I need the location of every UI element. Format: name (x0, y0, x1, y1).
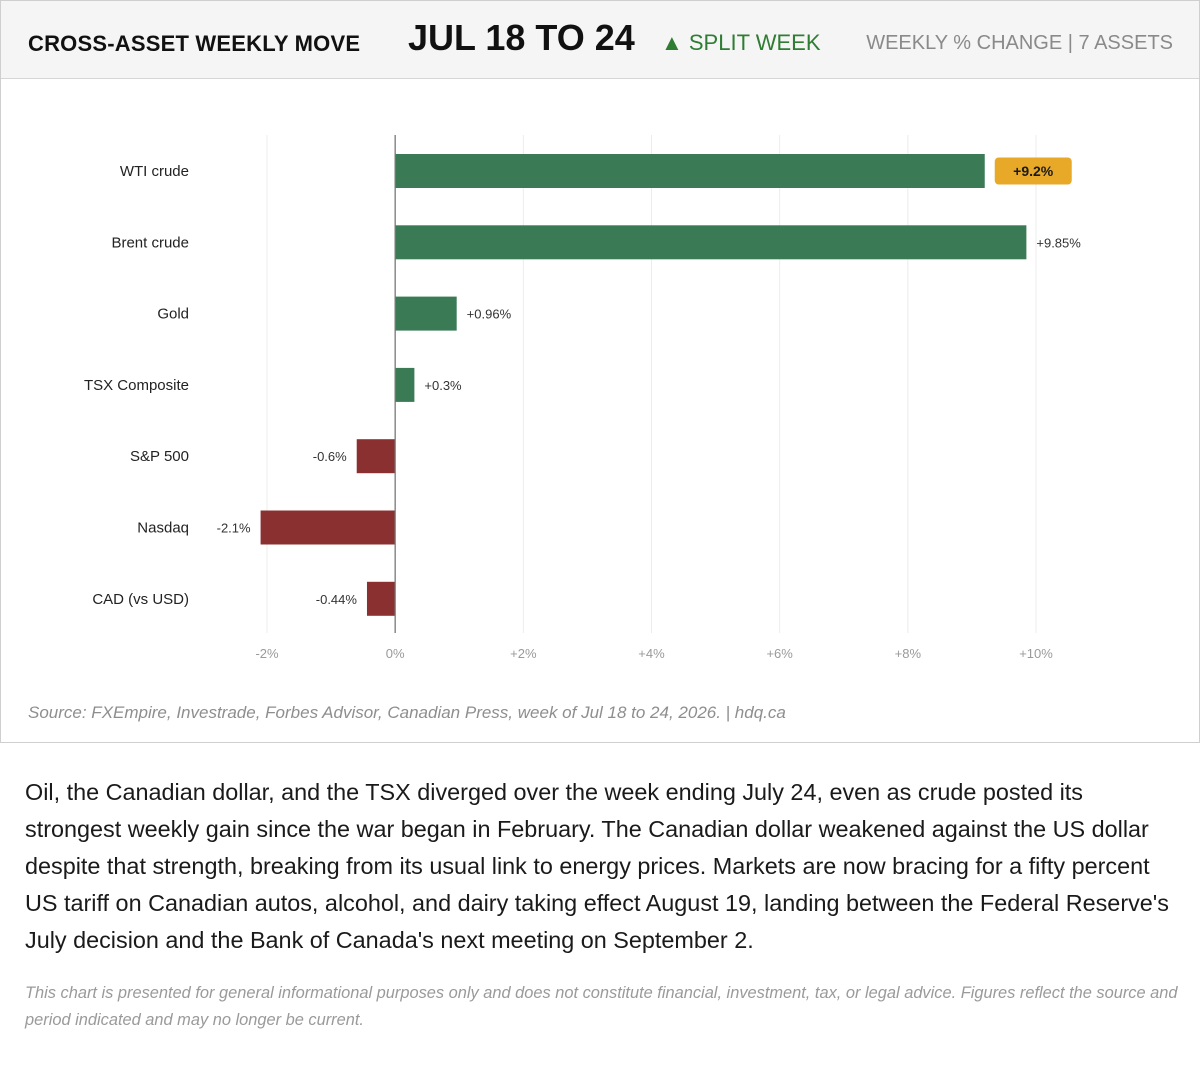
data-label: -0.6% (313, 449, 347, 464)
chart-header-meta: WEEKLY % CHANGE | 7 ASSETS (866, 32, 1173, 54)
labels: -2% 0% +2% +4% +6% +8% +10% WTI crude +9.2% Brent… (84, 157, 1081, 661)
bar (395, 225, 1027, 260)
grid-lines (266, 135, 1037, 633)
bar (260, 510, 396, 545)
data-label: +0.96% (467, 307, 512, 322)
bar (395, 296, 457, 331)
status-badge: ▲ SPLIT WEEK (661, 30, 821, 55)
data-label: +9.2% (1013, 163, 1054, 179)
bar (366, 581, 396, 616)
chart-header: CROSS-ASSET WEEKLY MOVE JUL 18 TO 24 ▲ S… (1, 1, 1199, 79)
disclaimer-text: This chart is presented for general info… (25, 984, 1178, 1029)
x-tick-label: -2% (255, 646, 279, 661)
category-label: Brent crude (111, 234, 189, 251)
x-tick-label: 0% (386, 646, 405, 661)
chart-header-title: CROSS-ASSET WEEKLY MOVE (28, 31, 361, 56)
narrative-text: Oil, the Canadian dollar, and the TSX di… (25, 779, 1169, 953)
bars (260, 154, 1027, 616)
x-tick-label: +6% (766, 646, 793, 661)
data-label: +0.3% (424, 378, 462, 393)
data-label: -2.1% (217, 521, 251, 536)
data-label: -0.44% (316, 592, 358, 607)
bar (395, 154, 985, 188)
chart-card: CROSS-ASSET WEEKLY MOVE JUL 18 TO 24 ▲ S… (0, 0, 1200, 743)
source-note: Source: FXEmpire, Investrade, Forbes Adv… (28, 703, 786, 722)
highlight-badge (994, 157, 1072, 185)
category-label: CAD (vs USD) (92, 591, 189, 608)
bar (395, 367, 415, 402)
x-tick-label: +2% (510, 646, 537, 661)
chart-header-dates: JUL 18 TO 24 (408, 17, 635, 58)
category-label: TSX Composite (84, 377, 189, 394)
category-label: Gold (157, 306, 189, 323)
x-tick-label: +4% (638, 646, 665, 661)
category-label: WTI crude (120, 163, 189, 180)
bar-chart: -2% 0% +2% +4% +6% +8% +10% WTI crude +9.2% Brent… (84, 135, 1081, 661)
category-label: Nasdaq (137, 520, 189, 537)
x-tick-label: +10% (1019, 646, 1053, 661)
x-tick-label: +8% (895, 646, 922, 661)
category-label: S&P 500 (130, 448, 189, 465)
bar (356, 439, 396, 474)
data-label: +9.85% (1036, 235, 1081, 250)
